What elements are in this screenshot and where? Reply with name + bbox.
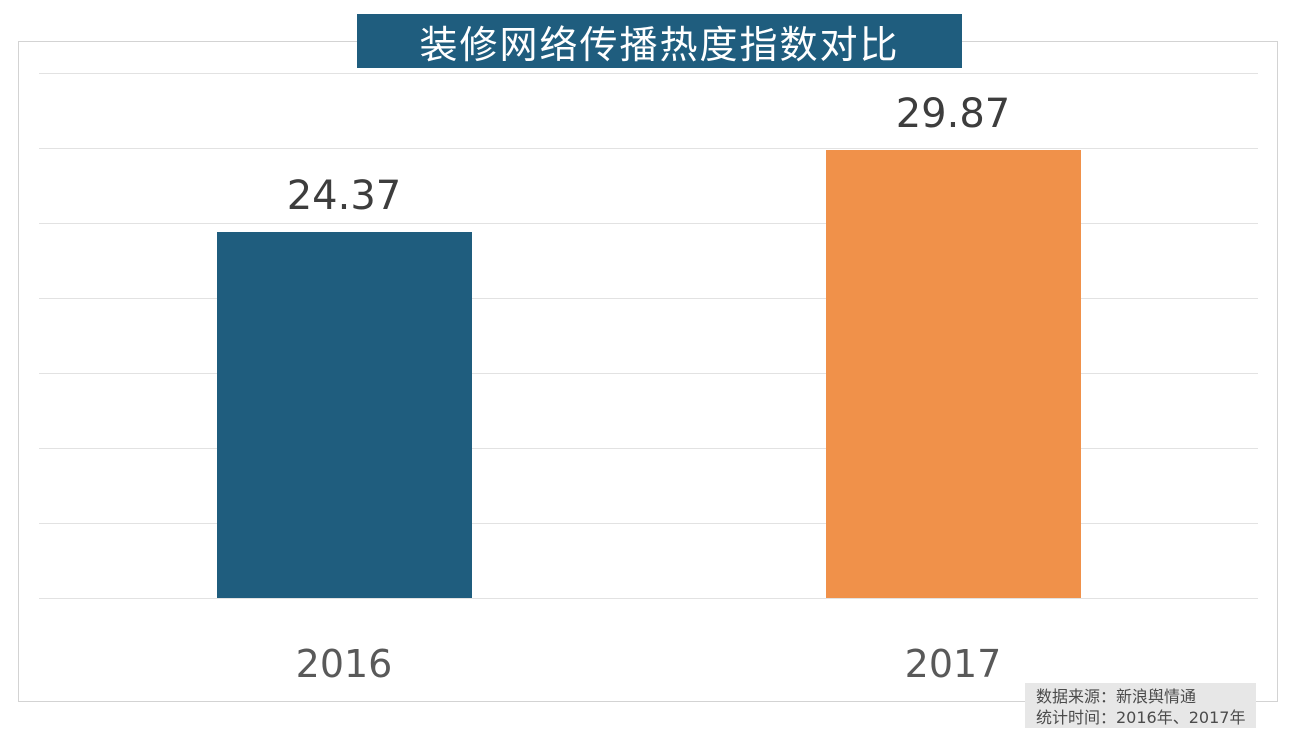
gridline-30 xyxy=(39,148,1258,149)
gridline-10 xyxy=(39,448,1258,449)
gridline-25 xyxy=(39,223,1258,224)
chart-title: 装修网络传播热度指数对比 xyxy=(419,22,900,67)
gridline-35 xyxy=(39,73,1258,74)
value-label-2017: 29.87 xyxy=(895,90,1011,137)
bar-2016 xyxy=(216,232,472,598)
bar-2017 xyxy=(825,149,1081,598)
chart-frame xyxy=(18,41,1278,702)
gridline-20 xyxy=(39,298,1258,299)
source-note-line-1: 数据来源：新浪舆情通 xyxy=(1036,687,1197,706)
value-label-2016: 24.37 xyxy=(286,173,402,220)
category-label-2016: 2016 xyxy=(295,642,393,686)
gridline-5 xyxy=(39,523,1258,524)
chart-title-banner: 装修网络传播热度指数对比 xyxy=(357,14,962,68)
source-note: 数据来源：新浪舆情通 统计时间：2016年、2017年 xyxy=(1025,683,1256,728)
gridline-0 xyxy=(39,598,1258,599)
category-label-2017: 2017 xyxy=(904,642,1002,686)
gridline-15 xyxy=(39,373,1258,374)
source-note-line-2: 统计时间：2016年、2017年 xyxy=(1036,708,1246,727)
